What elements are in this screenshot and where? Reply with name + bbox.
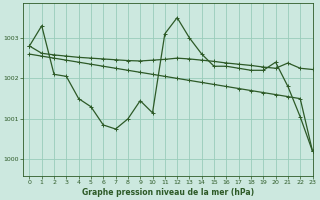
X-axis label: Graphe pression niveau de la mer (hPa): Graphe pression niveau de la mer (hPa) (82, 188, 254, 197)
